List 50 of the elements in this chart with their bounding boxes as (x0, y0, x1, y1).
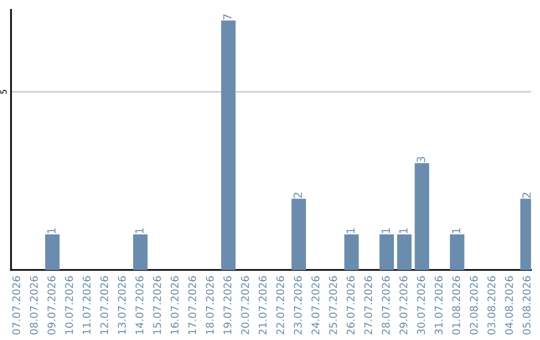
data-label: 1 (47, 228, 56, 234)
x-tick-label: 07.07.2026 (12, 276, 20, 334)
y-tick-label: 5 (0, 90, 7, 94)
data-label: 3 (416, 156, 426, 162)
x-tick-label: 27.07.2026 (364, 276, 372, 334)
x-tick-label: 11.07.2026 (82, 276, 91, 334)
data-label: 1 (135, 228, 144, 234)
x-tick-label: 14.07.2026 (136, 276, 144, 334)
data-label: 1 (452, 228, 460, 234)
bar (45, 234, 60, 270)
x-tick-label: 10.07.2026 (65, 276, 73, 334)
x-tick-label: 23.07.2026 (294, 276, 302, 334)
x-tick-label: 16.07.2026 (170, 276, 179, 334)
x-tick-label: 29.07.2026 (399, 276, 408, 334)
x-tick-label: 01.08.2026 (452, 276, 460, 334)
x-tick-label: 15.07.2026 (153, 276, 161, 334)
x-tick-label: 25.07.2026 (329, 276, 337, 334)
x-tick-label: 20.07.2026 (241, 276, 249, 334)
x-tick-label: 03.08.2026 (487, 276, 496, 334)
data-label: 1 (346, 228, 355, 234)
x-tick-label: 12.07.2026 (100, 276, 108, 334)
x-tick-label: 08.07.2026 (30, 276, 38, 334)
bar (414, 163, 430, 270)
x-tick-label: 19.07.2026 (223, 276, 232, 334)
bar (450, 234, 464, 270)
bar (292, 198, 306, 270)
x-tick-label: 26.07.2026 (346, 276, 355, 334)
data-label: 7 (223, 14, 232, 20)
data-label: 2 (522, 192, 531, 198)
x-tick-label: 31.07.2026 (434, 276, 443, 334)
bar (380, 234, 394, 270)
bar (344, 234, 359, 270)
x-tick-label: 30.07.2026 (417, 276, 425, 334)
data-label: 2 (294, 192, 302, 198)
x-tick-label: 05.08.2026 (522, 276, 531, 334)
x-tick-label: 28.07.2026 (382, 276, 390, 334)
x-tick-label: 02.08.2026 (470, 276, 478, 334)
x-tick-label: 04.08.2026 (505, 276, 513, 334)
x-tick-label: 13.07.2026 (118, 276, 126, 334)
x-tick-label: 24.07.2026 (311, 276, 320, 334)
bar (397, 234, 412, 270)
x-tick-label: 21.07.2026 (258, 276, 267, 334)
x-tick-label: 22.07.2026 (276, 276, 284, 334)
x-tick-label: 17.07.2026 (188, 276, 196, 334)
data-label: 1 (382, 228, 390, 234)
x-tick-label: 18.07.2026 (206, 276, 214, 334)
x-tick-label: 09.07.2026 (48, 276, 56, 334)
bar (221, 20, 236, 270)
data-label: 1 (399, 228, 408, 234)
bar (133, 234, 148, 270)
